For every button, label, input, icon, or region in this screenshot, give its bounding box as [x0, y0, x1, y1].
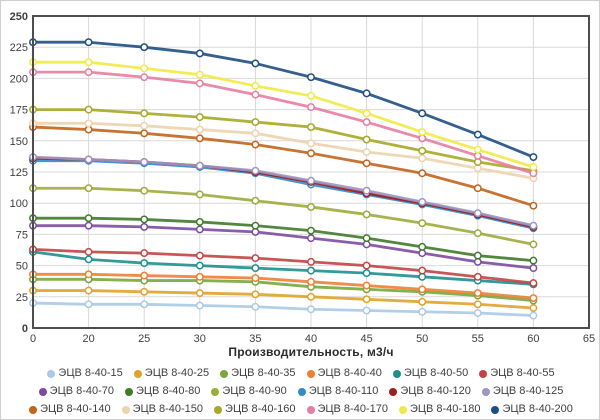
legend-item: ЭЦВ 8-40-150 — [121, 401, 204, 418]
series-ЭЦВ 8-40-180 — [29, 58, 538, 171]
series-ЭЦВ 8-40-160 — [29, 105, 538, 175]
svg-text:50: 50 — [416, 333, 428, 345]
svg-text:45: 45 — [360, 333, 372, 345]
legend-swatch-icon — [121, 405, 130, 414]
legend-item: ЭЦВ 8-40-40 — [306, 365, 382, 382]
svg-text:30: 30 — [194, 333, 206, 345]
legend-item: ЭЦВ 8-40-180 — [398, 401, 481, 418]
svg-text:150: 150 — [10, 136, 28, 148]
svg-text:40: 40 — [305, 333, 317, 345]
legend-item: ЭЦВ 8-40-160 — [214, 401, 296, 418]
legend-label: ЭЦВ 8-40-35 — [231, 367, 296, 379]
legend-swatch-icon — [29, 405, 38, 414]
legend-label: ЭЦВ 8-40-140 — [40, 403, 111, 415]
legend-label: ЭЦВ 8-40-150 — [132, 403, 204, 415]
legend-item: ЭЦВ 8-40-170 — [306, 401, 388, 418]
svg-text:55: 55 — [472, 333, 484, 345]
legend-swatch-icon — [38, 387, 47, 396]
plot-border — [32, 15, 590, 329]
series-ЭЦВ 8-40-50 — [29, 247, 538, 289]
legend-item: ЭЦВ 8-40-120 — [389, 383, 471, 400]
legend-label: ЭЦВ 8-40-125 — [492, 385, 564, 397]
legend-label: ЭЦВ 8-40-110 — [308, 385, 379, 397]
x-tick-labels: 0 20 25 30 35 40 45 50 55 60 65 — [30, 333, 595, 345]
legend-swatch-icon — [306, 369, 315, 378]
legend-swatch-icon — [491, 405, 500, 414]
legend-item: ЭЦВ 8-40-55 — [479, 365, 555, 382]
legend-label: ЭЦВ 8-40-70 — [49, 385, 115, 397]
legend-item: ЭЦВ 8-40-50 — [392, 365, 469, 382]
legend-item: ЭЦВ 8-40-15 — [47, 365, 123, 382]
legend-label: ЭЦВ 8-40-180 — [409, 403, 481, 415]
svg-text:225: 225 — [10, 42, 28, 54]
legend-label: ЭЦВ 8-40-170 — [317, 403, 388, 415]
svg-text:75: 75 — [16, 229, 28, 241]
legend-label: ЭЦВ 8-40-120 — [400, 385, 471, 397]
legend: ЭЦВ 8-40-15 ЭЦВ 8-40-25 ЭЦВ 8-40-35 ЭЦВ 8-4… — [1, 363, 599, 419]
svg-text:0: 0 — [22, 323, 28, 335]
svg-text:25: 25 — [16, 292, 28, 304]
legend-swatch-icon — [297, 387, 306, 396]
series-ЭЦВ 8-40-15 — [29, 299, 538, 320]
svg-text:200: 200 — [10, 73, 28, 85]
legend-label: ЭЦВ 8-40-55 — [490, 367, 555, 379]
series-ЭЦВ 8-40-90 — [29, 184, 538, 249]
svg-text:65: 65 — [583, 333, 595, 345]
svg-text:50: 50 — [16, 261, 28, 273]
legend-item: ЭЦВ 8-40-70 — [38, 383, 115, 400]
legend-item: ЭЦВ 8-40-90 — [211, 383, 287, 400]
svg-text:175: 175 — [10, 105, 28, 117]
svg-text:60: 60 — [527, 333, 539, 345]
legend-label: ЭЦВ 8-40-50 — [403, 367, 469, 379]
series-ЭЦВ 8-40-40 — [29, 270, 538, 302]
y-tick-labels: 0 25 50 75 100 125 150 175 200 225 250 — [10, 11, 28, 335]
legend-item: ЭЦВ 8-40-80 — [125, 383, 200, 400]
legend-swatch-icon — [479, 369, 488, 378]
legend-item: ЭЦВ 8-40-110 — [297, 383, 379, 400]
series-ЭЦВ 8-40-80 — [29, 214, 538, 265]
legend-label: ЭЦВ 8-40-90 — [222, 385, 287, 397]
legend-label: ЭЦВ 8-40-40 — [317, 367, 382, 379]
svg-text:250: 250 — [10, 11, 28, 23]
legend-item: ЭЦВ 8-40-140 — [29, 401, 111, 418]
x-axis-label: Производительность, м3/ч — [228, 345, 394, 359]
legend-swatch-icon — [306, 405, 315, 414]
legend-item: ЭЦВ 8-40-35 — [220, 365, 296, 382]
legend-label: ЭЦВ 8-40-80 — [136, 385, 201, 397]
svg-text:0: 0 — [30, 333, 36, 345]
legend-label: ЭЦВ 8-40-200 — [502, 403, 573, 415]
legend-swatch-icon — [125, 387, 134, 396]
legend-swatch-icon — [398, 405, 407, 414]
legend-label: ЭЦВ 8-40-15 — [58, 367, 123, 379]
series-ЭЦВ 8-40-25 — [29, 286, 538, 312]
legend-swatch-icon — [214, 405, 223, 414]
series-ЭЦВ 8-40-170 — [29, 68, 538, 178]
legend-item: ЭЦВ 8-40-125 — [481, 383, 564, 400]
svg-text:35: 35 — [249, 333, 261, 345]
legend-swatch-icon — [133, 369, 142, 378]
series-ЭЦВ 8-40-125 — [29, 153, 538, 230]
legend-label: ЭЦВ 8-40-160 — [225, 403, 296, 415]
legend-swatch-icon — [481, 387, 490, 396]
legend-swatch-icon — [220, 369, 229, 378]
legend-label: ЭЦВ 8-40-25 — [144, 367, 210, 379]
series-ЭЦВ 8-40-110 — [29, 156, 538, 233]
legend-item: ЭЦВ 8-40-200 — [491, 401, 573, 418]
legend-swatch-icon — [389, 387, 398, 396]
legend-swatch-icon — [211, 387, 220, 396]
svg-text:25: 25 — [138, 333, 150, 345]
svg-text:100: 100 — [10, 198, 28, 210]
chart-plot: 0 25 50 75 100 125 150 175 200 225 250 0 20 25 30 35 40 4… — [10, 11, 595, 345]
legend-item: ЭЦВ 8-40-25 — [133, 365, 210, 382]
legend-swatch-icon — [47, 369, 56, 378]
svg-text:125: 125 — [10, 167, 28, 179]
legend-swatch-icon — [392, 369, 401, 378]
series-ЭЦВ 8-40-55 — [29, 245, 538, 288]
svg-text:20: 20 — [82, 333, 94, 345]
